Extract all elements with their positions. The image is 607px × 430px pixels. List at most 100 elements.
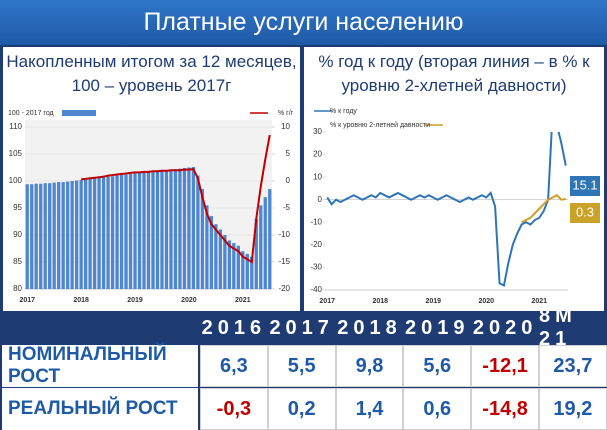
bar [263, 197, 267, 289]
value-label: 15.1 [572, 177, 597, 192]
bar [200, 189, 205, 289]
column-header: 2017 [269, 316, 334, 339]
bar [254, 218, 258, 289]
y-tick-label: 0 [318, 195, 323, 204]
cell: 6,3 [200, 345, 268, 387]
bar [223, 235, 227, 289]
y-tick-label: 105 [9, 149, 23, 158]
bar [128, 173, 133, 289]
y-tick-label: 100 [9, 176, 23, 185]
column-header: 8М 21 [539, 305, 577, 350]
y2-tick-label: -15 [278, 257, 290, 266]
bar [88, 178, 92, 289]
y2-tick-label: -20 [278, 284, 290, 293]
bar [169, 169, 173, 289]
bar [232, 243, 236, 289]
bar [97, 177, 101, 289]
bar [227, 240, 231, 289]
cell: 1,4 [335, 388, 404, 430]
row-label: РЕАЛЬНЫЙ РОСТ [2, 388, 198, 430]
bar [196, 175, 200, 289]
panel [304, 99, 604, 311]
y-tick-label: 85 [13, 257, 22, 266]
cell: 5,5 [267, 345, 336, 387]
legend-label: % к году [330, 108, 357, 115]
bar [52, 182, 56, 289]
column-header: 2016 [201, 316, 267, 339]
y2-tick-label: 0 [286, 176, 291, 185]
bar [155, 170, 160, 289]
cell: 19,2 [539, 388, 607, 430]
value-label-box [570, 203, 600, 223]
bar [191, 166, 196, 289]
bar [79, 179, 83, 289]
row-label: НОМИНАЛЬНЫЙ РОСТ [2, 344, 198, 387]
bar [164, 170, 169, 289]
y-tick-label: -20 [310, 240, 322, 249]
bar [137, 172, 142, 289]
column-header: 2020 [472, 316, 538, 339]
bar [142, 172, 146, 289]
bar [34, 183, 38, 289]
legend-label: % г/г [278, 110, 294, 117]
bar [110, 176, 115, 289]
bar [241, 251, 245, 289]
cell: -12,1 [471, 345, 539, 387]
y-tick-label: -10 [310, 217, 322, 226]
bar [61, 182, 65, 289]
bar [236, 245, 240, 289]
bar [151, 171, 155, 289]
bar [75, 180, 79, 289]
bar [43, 183, 47, 289]
y2-tick-label: 5 [286, 149, 291, 158]
bar [218, 229, 222, 289]
bar [160, 170, 164, 289]
x-tick-label: 2018 [73, 297, 89, 304]
cell: 23,7 [539, 345, 607, 387]
cell: 5,6 [403, 345, 472, 387]
y-tick-label: 80 [13, 284, 22, 293]
cell: 0,2 [267, 388, 336, 430]
line [326, 132, 567, 287]
bar [173, 169, 178, 289]
bar [115, 175, 119, 289]
y-tick-label: -30 [310, 263, 322, 272]
bar [182, 168, 187, 289]
bar [259, 205, 263, 289]
y-tick-label: 20 [313, 150, 322, 159]
legend-label: 100 - 2017 год [8, 110, 54, 117]
chart-title: Накопленным итогом за 12 месяцев, 100 – … [3, 47, 300, 99]
bar [133, 173, 137, 289]
y-tick-label: 110 [9, 122, 22, 131]
bar [57, 182, 61, 289]
y2-tick-label: -5 [283, 203, 291, 212]
y-tick-label: 90 [13, 230, 22, 239]
cell: 9,8 [335, 345, 404, 387]
bar [92, 178, 97, 289]
bar [245, 253, 249, 289]
page-title: Платные услуги населению [0, 0, 607, 45]
bar [250, 256, 254, 289]
x-tick-label: 2017 [319, 298, 335, 305]
value-label: 0.3 [576, 204, 594, 219]
bar [48, 183, 52, 289]
series-group [25, 134, 272, 289]
bar [124, 174, 128, 289]
chart-title: % год к году (вторая линия – в % к уровн… [304, 47, 604, 99]
bar [205, 205, 209, 289]
series-group [326, 132, 567, 287]
bar [66, 181, 70, 289]
x-tick-label: 2019 [127, 297, 143, 304]
value-label-box [570, 176, 600, 196]
legend-label: % к уровню 2-летней давности [330, 121, 430, 129]
x-tick-label: 2021 [531, 298, 547, 305]
x-tick-label: 2019 [425, 298, 441, 305]
bar [119, 175, 124, 289]
y2-tick-label: 10 [281, 122, 290, 131]
cell: -14,8 [471, 388, 539, 430]
y2-tick-label: -10 [278, 230, 290, 239]
bar [106, 176, 110, 289]
x-tick-label: 2021 [235, 297, 251, 304]
